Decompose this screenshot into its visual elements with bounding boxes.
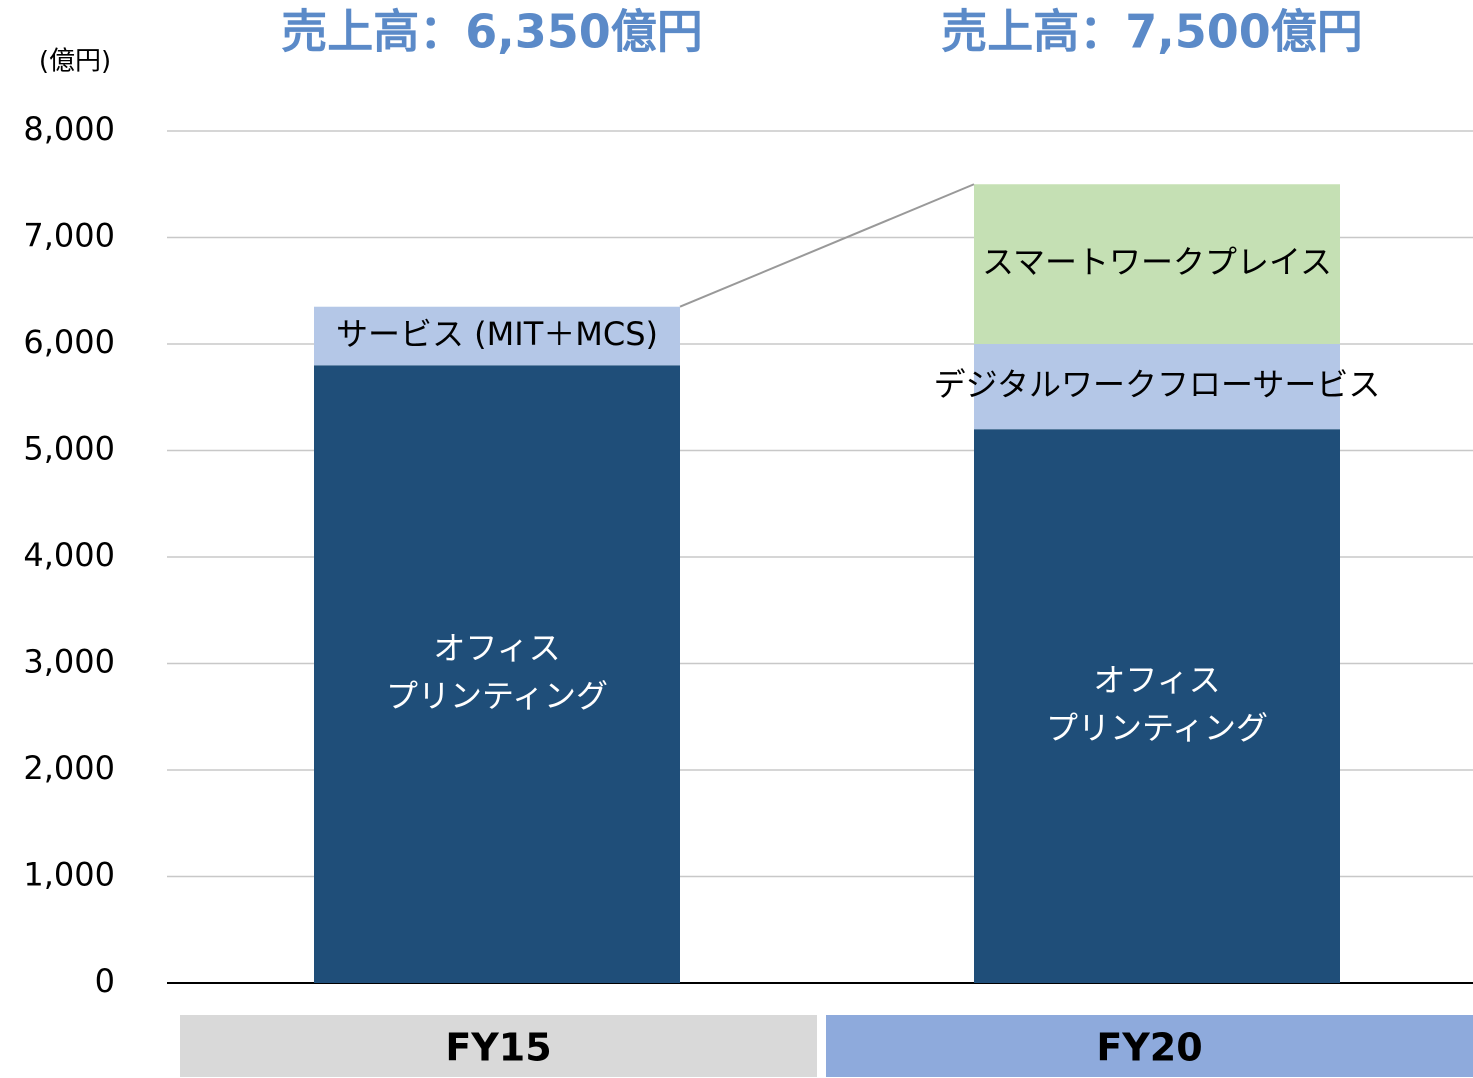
unit-label: (億円) [39,47,111,77]
segment-label: プリンティング [1046,709,1268,747]
bar-segment [314,306,680,366]
segment-label: オフィス [433,629,560,667]
y-tick-label: 7,000 [23,217,115,255]
x-tick-label: FY15 [445,1026,551,1070]
y-tick-label: 5,000 [23,430,115,468]
y-tick-label: 0 [95,962,115,1000]
segment-label: デジタルワークフローサービス [934,366,1381,404]
segment-label: プリンティング [386,677,608,715]
category-box [826,1015,1473,1077]
bar-segment [314,365,680,983]
bar-segment [974,184,1340,344]
y-tick-label: 3,000 [23,643,115,681]
category-box [180,1015,817,1077]
y-tick-label: 6,000 [23,323,115,361]
total-label: 売上高：6,350億円 [281,5,703,59]
y-tick-label: 4,000 [23,536,115,574]
connector-line [679,183,975,308]
total-label: 売上高：7,500億円 [941,5,1363,59]
x-tick-label: FY20 [1096,1026,1202,1070]
y-tick-label: 8,000 [23,110,115,148]
y-tick-label: 2,000 [23,749,115,787]
segment-label: サービス (MIT＋MCS) [336,315,658,353]
y-tick-label: 1,000 [23,856,115,894]
segment-label: スマートワークプレイス [982,243,1332,281]
bar-segment [974,429,1340,983]
bar-segment [974,344,1340,430]
segment-label: オフィス [1093,661,1220,699]
